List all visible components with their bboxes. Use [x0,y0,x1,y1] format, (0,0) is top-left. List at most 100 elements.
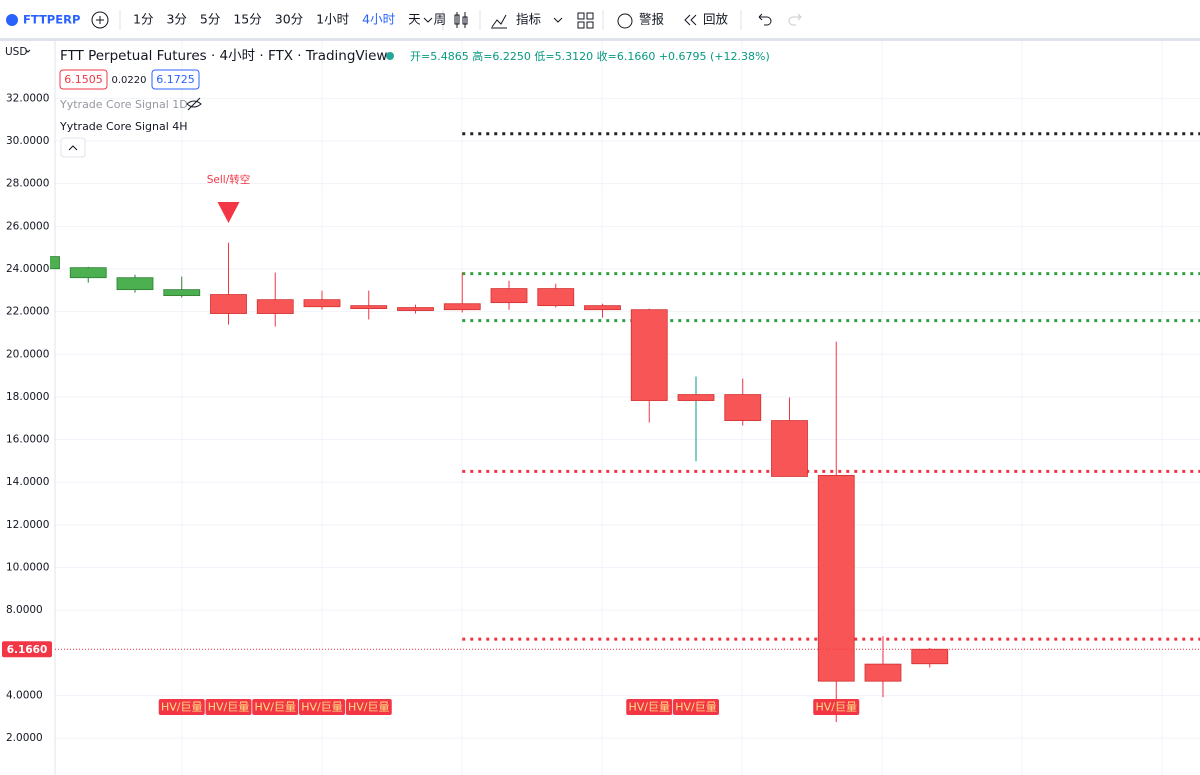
y-tick-label: 10.0000 [6,562,49,574]
spread: 0.0220 [112,75,147,86]
alerts[interactable]: 警报 [639,12,665,27]
candle-body [911,648,949,665]
collapse-icon [68,145,78,151]
hv-label: HV/巨量 [208,701,250,714]
y-tick-label: 24.0000 [6,263,49,275]
hv-label: HV/巨量 [675,701,717,714]
hv-label: HV/巨量 [628,701,670,714]
hv-badge [158,699,205,715]
hv-label: HV/巨量 [161,701,203,714]
ask-box[interactable] [151,69,200,90]
layout-icon[interactable] [577,12,594,29]
symbol-icon [6,14,18,26]
interval[interactable]: 30分 [275,12,303,27]
chart-type-icon [454,14,460,25]
y-tick-label: 20.0000 [6,348,49,360]
study[interactable]: Yytrade Core Signal 4H [59,120,188,133]
candles [50,242,949,723]
y-tick-label: 22.0000 [6,306,49,318]
candle-body [490,288,528,304]
y-tick-label: 12.0000 [6,519,49,531]
y-tick-label: 30.0000 [6,135,49,147]
signal-arrow [217,202,240,223]
candle-body [303,299,341,308]
interval[interactable]: 15分 [233,12,261,27]
candle-body [116,277,154,291]
interval[interactable]: 1小时 [316,12,349,27]
bid-box[interactable] [59,69,108,90]
y-tick-label: 2.0000 [6,732,43,744]
candle-body [771,420,808,477]
candle-body [677,394,715,401]
candle-body [724,394,762,421]
hv-label: HV/巨量 [815,701,857,714]
candle-body [163,289,201,297]
toolbar-bg [0,0,1200,38]
candle-body [584,305,621,311]
plot [50,41,1200,775]
symbol[interactable]: FTTPERP [23,13,80,27]
redo[interactable] [788,13,802,26]
chart-type-icon [462,16,468,25]
hv-badge [626,699,673,715]
hv-badge [345,699,392,715]
interval[interactable]: 4小时 [362,12,395,27]
candle-body [210,294,247,314]
y-tick-label: 28.0000 [6,178,49,190]
interval[interactable]: 5分 [200,12,220,27]
interval[interactable]: 周 [434,12,447,27]
dropdown [25,49,31,53]
undo[interactable] [758,13,772,26]
hv-badge [673,699,719,715]
interval[interactable]: 3分 [166,12,186,27]
toolbar-border [0,38,1200,41]
y-tick-label: 18.0000 [6,391,49,403]
candle-body [864,663,902,682]
candle-body [443,303,481,311]
bid[interactable]: 6.1505 [64,73,103,86]
last-price-badge [2,641,52,658]
candle-body [256,299,294,314]
y-tick-label: 8.0000 [6,604,43,616]
signal-label: Sell/转空 [207,173,251,186]
ask[interactable]: 6.1725 [156,73,195,86]
hv-badge [299,699,345,715]
alert-icon[interactable] [617,13,633,29]
collapse-button[interactable] [60,137,86,158]
currency[interactable]: USD [5,46,27,58]
candle-body [817,474,855,682]
candle-body [630,309,668,401]
hv-badge [252,699,299,715]
y-tick-label: 4.0000 [6,689,43,701]
study[interactable]: Yytrade Core Signal 1D [59,98,188,111]
add-plus [96,16,104,24]
ohlc: 开=5.4865 高=6.2250 低=5.3120 收=6.1660 +0.6… [410,49,770,63]
hv-label: HV/巨量 [348,701,390,714]
interval[interactable]: 1分 [133,12,153,27]
indicators[interactable]: 指标 [516,12,541,27]
dropdown[interactable] [423,17,433,23]
candle-body [69,267,107,279]
hv-badge [813,699,860,715]
replay[interactable]: 回放 [703,12,729,27]
hv-badge [205,699,252,715]
dropdown[interactable] [553,17,563,23]
hv-label: HV/巨量 [301,701,343,714]
status-dot [386,52,394,60]
candle-body [50,256,60,270]
hidden-icon[interactable] [186,97,202,111]
candle-body [537,288,575,307]
y-tick-label: 26.0000 [6,220,49,232]
last-price-label: 6.1660 [7,644,48,656]
candle-body [397,307,434,311]
replay-icon[interactable] [684,14,697,26]
hv-label: HV/巨量 [254,701,296,714]
interval[interactable]: 天 [408,12,421,27]
y-tick-label: 16.0000 [6,434,49,446]
chart-title: FTT Perpetual Futures · 4小时 · FTX · Trad… [60,48,387,64]
indicators-icon[interactable] [491,14,507,29]
add-icon[interactable] [91,11,109,29]
y-tick-label: 32.0000 [6,92,49,104]
